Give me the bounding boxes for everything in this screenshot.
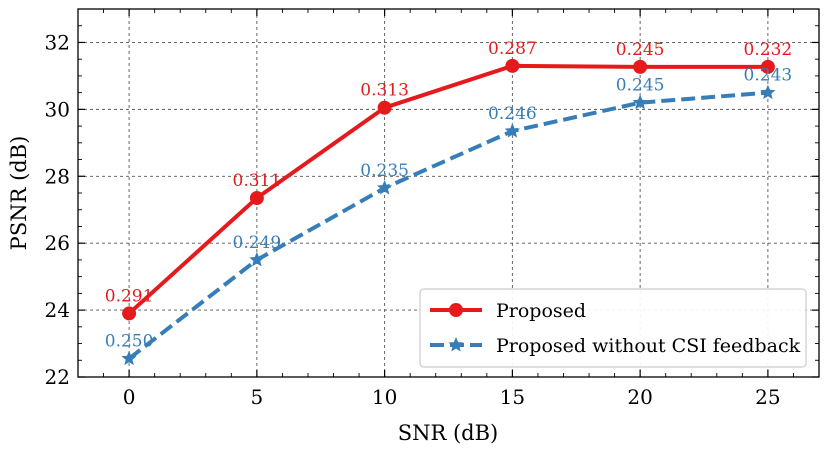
data-point <box>633 59 648 74</box>
data-point <box>377 179 393 195</box>
data-label: 0.246 <box>488 104 537 124</box>
y-tick-label: 32 <box>45 30 70 54</box>
x-tick-label: 20 <box>627 385 652 409</box>
y-axis-label: PSNR (dB) <box>7 136 31 251</box>
data-point <box>504 123 520 138</box>
x-tick-label: 10 <box>372 385 397 409</box>
data-label: 0.232 <box>744 40 793 60</box>
x-tick-label: 25 <box>755 385 780 409</box>
data-label: 0.311 <box>233 171 282 191</box>
data-point <box>505 58 520 73</box>
legend-box <box>419 288 807 368</box>
legend-marker-2 <box>448 337 464 352</box>
data-label: 0.235 <box>360 161 409 181</box>
data-label: 0.287 <box>488 39 537 59</box>
y-tick-label: 24 <box>45 298 70 322</box>
x-tick-label: 15 <box>500 385 525 409</box>
series-line-2 <box>127 90 769 361</box>
axis-ticks: 0 5 10 15 20 25 22 24 26 28 30 32 <box>45 8 820 409</box>
data-label: 0.245 <box>616 40 665 60</box>
y-tick-label: 30 <box>45 97 70 121</box>
data-label: 0.243 <box>744 66 793 86</box>
data-label: 0.313 <box>360 81 409 101</box>
data-point <box>632 94 648 110</box>
y-tick-label: 26 <box>45 231 70 255</box>
data-point <box>122 306 137 321</box>
x-axis-label: SNR (dB) <box>398 421 499 445</box>
legend-label-2: Proposed without CSI feedback <box>496 335 801 357</box>
x-tick-label: 0 <box>123 385 136 409</box>
series-layer <box>121 58 776 366</box>
legend-label-1: Proposed <box>496 300 586 322</box>
data-labels: 0.291 0.311 0.313 0.287 0.245 0.232 0.250 0.249… <box>105 39 792 352</box>
data-point <box>760 84 776 100</box>
data-point <box>121 350 137 366</box>
data-label: 0.249 <box>233 233 282 253</box>
data-label: 0.250 <box>105 332 154 352</box>
data-label: 0.291 <box>105 286 154 306</box>
x-tick-label: 5 <box>250 385 263 409</box>
series-line-1 <box>127 63 768 315</box>
y-tick-label: 22 <box>45 365 70 389</box>
legend: Proposed Proposed without CSI feedback <box>419 288 807 368</box>
data-point <box>760 59 775 74</box>
legend-marker-1 <box>449 303 463 317</box>
y-tick-label: 28 <box>45 164 70 188</box>
data-label: 0.245 <box>616 76 665 96</box>
data-point <box>377 100 392 115</box>
data-point <box>249 251 265 267</box>
data-point <box>249 191 264 206</box>
